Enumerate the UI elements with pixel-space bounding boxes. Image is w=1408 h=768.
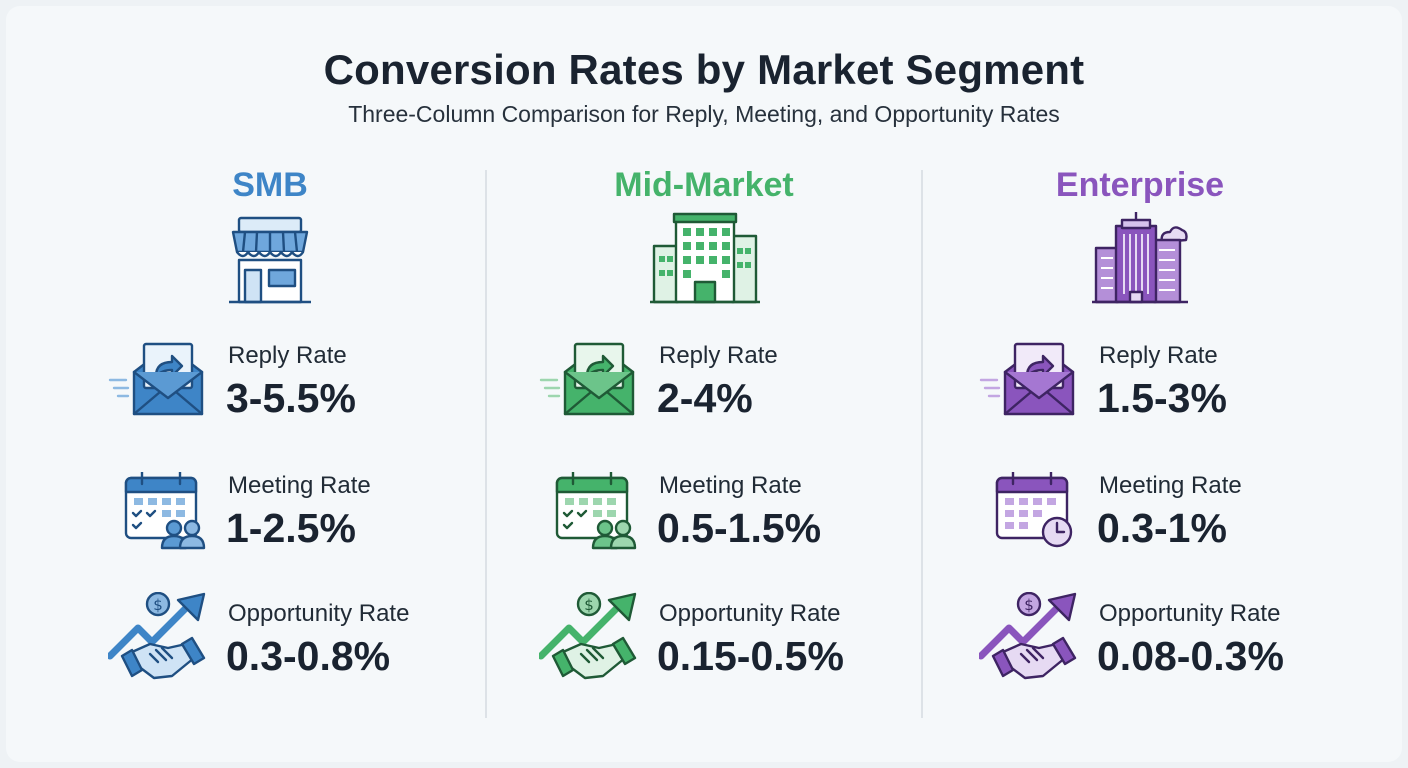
metric-label: Reply Rate	[659, 342, 778, 369]
metric-value: 1.5-3%	[1097, 375, 1227, 421]
svg-text:$: $	[1024, 596, 1034, 614]
calendar-clock-icon	[995, 472, 1073, 548]
svg-text:$: $	[584, 596, 594, 614]
metric-value: 0.3-1%	[1097, 505, 1227, 551]
storefront-icon	[229, 216, 311, 304]
column-divider	[921, 170, 923, 718]
metric-label: Opportunity Rate	[659, 600, 841, 627]
page-title: Conversion Rates by Market Segment	[323, 46, 1085, 93]
metric-value: 0.5-1.5%	[657, 505, 822, 551]
metric-label: Meeting Rate	[1099, 472, 1242, 499]
skyscraper-icon	[1092, 212, 1188, 304]
segment-name: Enterprise	[1055, 166, 1225, 204]
metric-label: Meeting Rate	[228, 472, 371, 499]
metric-value: 0.08-0.3%	[1097, 633, 1284, 679]
infographic-card	[6, 6, 1402, 762]
metric-value: 1-2.5%	[226, 505, 356, 551]
metric-label: Opportunity Rate	[228, 600, 410, 627]
office-building-icon	[650, 212, 760, 304]
envelope-reply-icon	[108, 342, 204, 416]
metric-value: 0.15-0.5%	[657, 633, 844, 679]
segment-name: Mid-Market	[614, 166, 794, 204]
segment-column-smb: SMB Reply Rate 3-5.5%	[0, 0, 486, 768]
segment-name: SMB	[232, 166, 308, 204]
envelope-reply-icon	[979, 342, 1075, 416]
metric-label: Reply Rate	[228, 342, 347, 369]
metric-label: Opportunity Rate	[1099, 600, 1281, 627]
calendar-people-icon	[555, 472, 637, 550]
calendar-people-icon	[124, 472, 206, 550]
column-divider	[485, 170, 487, 718]
envelope-reply-icon	[539, 342, 635, 416]
segment-column-mid-market: Mid-Market	[486, 0, 922, 768]
metric-value: 0.3-0.8%	[226, 633, 391, 679]
segment-column-enterprise: Enterprise Reply Rate 1.	[922, 0, 1408, 768]
metric-label: Reply Rate	[1099, 342, 1218, 369]
metric-label: Meeting Rate	[659, 472, 802, 499]
handshake-growth-icon: $	[979, 592, 1077, 680]
handshake-growth-icon: $	[108, 592, 206, 680]
handshake-growth-icon: $	[539, 592, 637, 680]
svg-text:$: $	[153, 596, 163, 614]
page-subtitle: Three-Column Comparison for Reply, Meeti…	[348, 101, 1060, 127]
metric-value: 2-4%	[657, 375, 753, 421]
metric-value: 3-5.5%	[226, 375, 356, 421]
